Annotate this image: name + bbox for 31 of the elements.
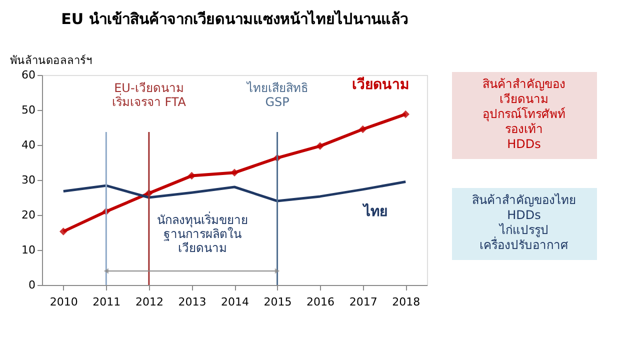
y-tick-label: 0: [28, 278, 36, 292]
point: [60, 228, 68, 236]
y-tick-label: 50: [22, 104, 36, 116]
point: [230, 168, 238, 177]
ref-line-label: EU-เวียดนาม เริ่มเจรจา FTA: [112, 81, 187, 109]
point: [358, 125, 367, 134]
y-tick-label: 60: [22, 68, 36, 82]
y-tick-label: 40: [22, 138, 36, 152]
y-axis-title: พันล้านดอลลาร์ฯ: [10, 54, 92, 67]
x-tick-label: 2015: [264, 296, 292, 308]
line-series: [62, 180, 407, 202]
y-tick-label: 20: [22, 208, 36, 222]
text: สินค้าสำคัญของ เวียดนาม อุปกรณ์โทรศัพท์ รองเท้า HDDs: [482, 77, 566, 151]
point: [402, 110, 410, 118]
x-tick-label: 2010: [50, 296, 78, 308]
series-label: เวียดนาม: [352, 77, 410, 93]
x-tick-label: 2018: [392, 296, 420, 308]
x-tick-label: 2012: [135, 296, 164, 308]
chart-title: EU นำเข้าสินค้าจากเวียดนามแซงหน้าไทยไปนานแล้ว: [61, 9, 408, 28]
point: [316, 142, 324, 150]
text: สินค้าสำคัญของไทย HDDs ไก่แปรรูป เครื่องปรับอากาศ: [472, 193, 576, 252]
x-tick-label: 2016: [306, 296, 335, 308]
x-tick-label: 2013: [178, 296, 206, 308]
annotation: นักลงทุนเริ่มขยาย ฐานการผลิตใน เวียดนาม: [156, 211, 248, 255]
x-tick-label: 2014: [221, 296, 249, 308]
series-label: ไทย: [362, 202, 388, 220]
y-tick-label: 30: [22, 174, 36, 186]
y-tick-label: 10: [22, 244, 36, 256]
x-tick-label: 2017: [349, 296, 378, 308]
x-tick-label: 2011: [92, 296, 121, 308]
ref-line-label: ไทยเสียสิทธิ GSP: [246, 81, 308, 109]
